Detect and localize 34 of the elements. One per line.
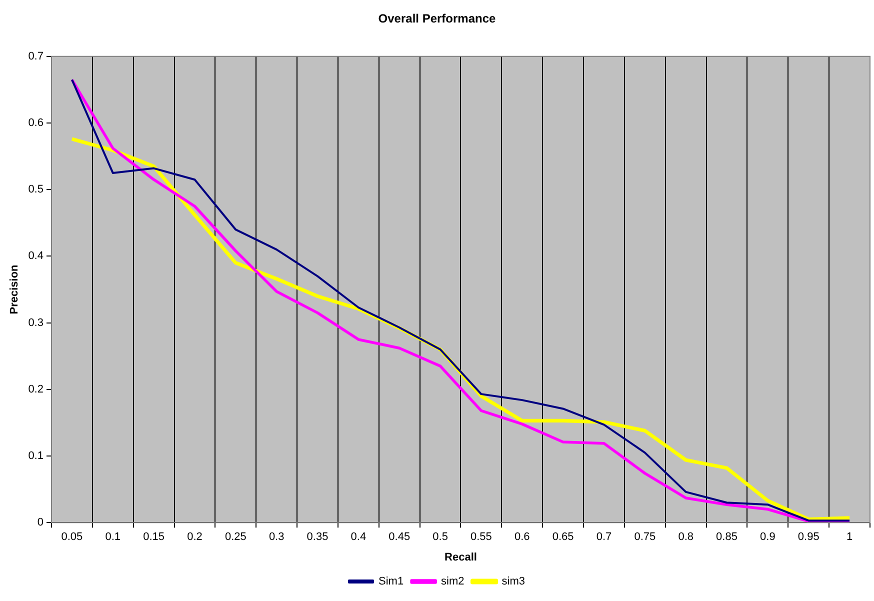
x-tick-label: 0.25	[224, 531, 246, 544]
x-tick-label: 0.15	[143, 531, 165, 544]
x-tick-label: 0.05	[61, 531, 83, 544]
legend-label: sim2	[441, 576, 464, 588]
x-tick-label: 0.7	[596, 531, 612, 544]
chart-title: Overall Performance	[378, 12, 496, 26]
x-tick-label: 0.6	[514, 531, 530, 544]
x-tick-label: 0.75	[634, 531, 656, 544]
x-tick-label: 0.4	[350, 531, 366, 544]
y-axis-title: Precision	[8, 264, 21, 314]
x-tick-label: 0.65	[552, 531, 574, 544]
x-tick-label: 0.9	[760, 531, 776, 544]
x-tick-label: 0.55	[470, 531, 492, 544]
x-tick-label: 0.85	[716, 531, 738, 544]
x-tick-label: 0.8	[678, 531, 694, 544]
x-tick-label: 0.95	[798, 531, 820, 544]
x-tick-label: 0.45	[388, 531, 410, 544]
y-tick-label: 0.5	[28, 184, 44, 196]
y-tick-label: 0.3	[28, 316, 44, 329]
y-tick-label: 0.4	[28, 250, 44, 262]
legend-label: sim3	[502, 576, 526, 588]
x-tick-label: 0.1	[105, 531, 121, 544]
y-tick-label: 0	[37, 516, 44, 529]
x-tick-label: 0.3	[268, 531, 284, 544]
y-tick-label: 0.2	[28, 383, 44, 396]
y-tick-label: 0.1	[28, 450, 44, 462]
x-tick-label: 0.2	[187, 531, 202, 544]
x-tick-label: 0.35	[306, 531, 328, 544]
x-tick-label: 1	[846, 531, 853, 544]
y-tick-label: 0.7	[28, 50, 44, 62]
y-tick-label: 0.6	[28, 117, 44, 130]
x-axis-title: Recall	[444, 551, 477, 564]
x-tick-label: 0.5	[432, 531, 448, 544]
legend-label: Sim1	[378, 576, 404, 588]
